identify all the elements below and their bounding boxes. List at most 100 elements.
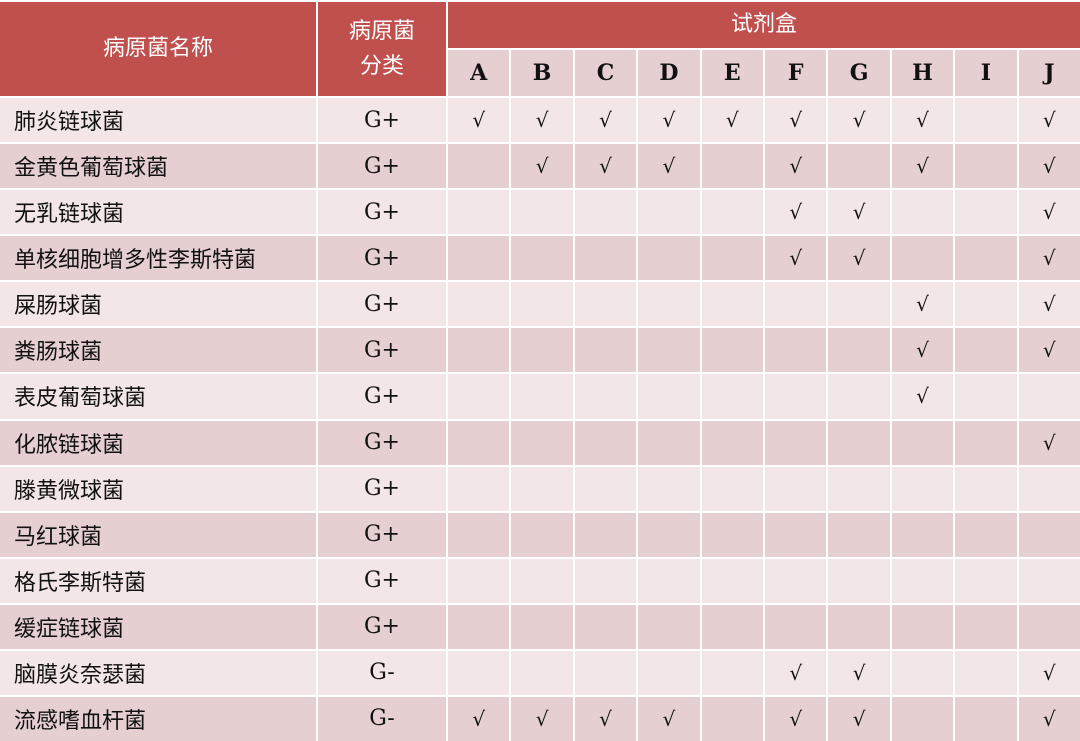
pathogen-class: G+: [318, 374, 446, 419]
pathogen-name: 化脓链球菌: [0, 420, 316, 465]
empty-cell: [955, 98, 1017, 143]
check-mark-icon: √: [725, 108, 739, 133]
check-mark-icon: √: [599, 154, 612, 179]
check-mark-icon: √: [662, 154, 676, 179]
kit-column-header-J: J: [1018, 50, 1080, 96]
check-cell: √: [828, 650, 890, 695]
check-cell: √: [1018, 144, 1080, 189]
empty-cell: [574, 512, 637, 557]
pathogen-name: 缓症链球菌: [0, 604, 316, 649]
pathogen-class: G-: [318, 650, 446, 695]
check-mark-icon: √: [852, 246, 866, 271]
empty-cell: [701, 466, 763, 511]
header-kits: 试剂盒: [448, 2, 1080, 48]
header-pathogen-class: 病原菌 分类: [318, 2, 446, 96]
empty-cell: [765, 420, 827, 465]
check-mark-icon: √: [599, 706, 612, 731]
check-mark-icon: √: [916, 338, 929, 363]
check-mark-icon: √: [789, 660, 803, 685]
empty-cell: [701, 696, 763, 741]
kit-column-header-H: H: [891, 50, 954, 96]
check-cell: √: [1018, 696, 1080, 741]
empty-cell: [765, 558, 827, 603]
kit-column-header-D: D: [638, 50, 700, 96]
empty-cell: [765, 282, 827, 327]
check-mark-icon: √: [472, 108, 486, 133]
empty-cell: [574, 374, 637, 419]
check-mark-icon: √: [916, 108, 929, 133]
empty-cell: [701, 328, 763, 373]
empty-cell: [955, 328, 1017, 373]
check-mark-icon: √: [1042, 660, 1056, 685]
empty-cell: [828, 558, 890, 603]
check-mark-icon: √: [535, 108, 549, 133]
empty-cell: [891, 420, 954, 465]
empty-cell: [891, 190, 954, 235]
check-cell: √: [701, 98, 763, 143]
empty-cell: [891, 696, 954, 741]
empty-cell: [701, 282, 763, 327]
empty-cell: [955, 190, 1017, 235]
check-mark-icon: √: [599, 108, 612, 133]
check-cell: √: [638, 98, 700, 143]
check-mark-icon: √: [1042, 200, 1056, 225]
check-mark-icon: √: [535, 706, 549, 731]
empty-cell: [448, 374, 510, 419]
pathogen-class: G+: [318, 558, 446, 603]
empty-cell: [701, 512, 763, 557]
empty-cell: [448, 328, 510, 373]
check-cell: √: [1018, 650, 1080, 695]
pathogen-name: 无乳链球菌: [0, 190, 316, 235]
empty-cell: [638, 558, 700, 603]
check-cell: √: [891, 144, 954, 189]
kit-column-header-E: E: [701, 50, 763, 96]
pathogen-name: 屎肠球菌: [0, 282, 316, 327]
empty-cell: [1018, 558, 1080, 603]
check-mark-icon: √: [662, 108, 676, 133]
check-cell: √: [574, 144, 637, 189]
pathogen-name: 流感嗜血杆菌: [0, 696, 316, 741]
check-cell: √: [511, 696, 573, 741]
check-mark-icon: √: [662, 706, 676, 731]
empty-cell: [638, 420, 700, 465]
empty-cell: [765, 604, 827, 649]
pathogen-class: G+: [318, 328, 446, 373]
check-mark-icon: √: [789, 108, 803, 133]
kit-column-header-F: F: [765, 50, 827, 96]
check-mark-icon: √: [1042, 108, 1056, 133]
empty-cell: [448, 144, 510, 189]
empty-cell: [955, 604, 1017, 649]
empty-cell: [701, 650, 763, 695]
empty-cell: [638, 328, 700, 373]
empty-cell: [701, 236, 763, 281]
empty-cell: [574, 190, 637, 235]
check-cell: √: [765, 650, 827, 695]
check-cell: √: [1018, 190, 1080, 235]
empty-cell: [511, 374, 573, 419]
pathogen-class: G+: [318, 144, 446, 189]
check-mark-icon: √: [916, 154, 929, 179]
empty-cell: [448, 282, 510, 327]
check-mark-icon: √: [535, 154, 549, 179]
empty-cell: [891, 558, 954, 603]
pathogen-class: G+: [318, 190, 446, 235]
empty-cell: [955, 420, 1017, 465]
pathogen-name: 单核细胞增多性李斯特菌: [0, 236, 316, 281]
check-cell: √: [828, 696, 890, 741]
empty-cell: [828, 604, 890, 649]
check-mark-icon: √: [789, 246, 803, 271]
empty-cell: [574, 650, 637, 695]
check-cell: √: [1018, 328, 1080, 373]
check-mark-icon: √: [472, 706, 486, 731]
empty-cell: [511, 420, 573, 465]
empty-cell: [448, 512, 510, 557]
check-mark-icon: √: [1042, 292, 1056, 317]
empty-cell: [701, 558, 763, 603]
pathogen-class: G+: [318, 604, 446, 649]
empty-cell: [891, 512, 954, 557]
check-mark-icon: √: [789, 706, 803, 731]
empty-cell: [955, 696, 1017, 741]
pathogen-name: 格氏李斯特菌: [0, 558, 316, 603]
check-cell: √: [891, 328, 954, 373]
empty-cell: [511, 466, 573, 511]
